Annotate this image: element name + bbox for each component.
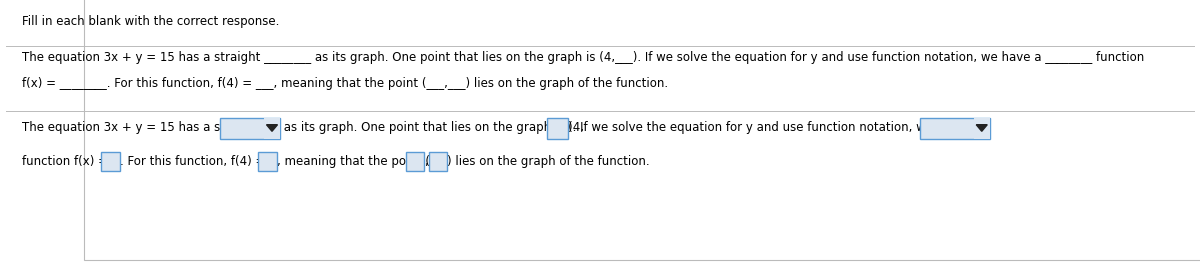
Text: ,: ,: [424, 154, 427, 167]
Polygon shape: [266, 125, 277, 131]
Text: The equation 3x + y = 15 has a straight ________ as its graph. One point that li: The equation 3x + y = 15 has a straight …: [22, 51, 1145, 64]
Text: f(x) = ________. For this function, f(4) = ___, meaning that the point (___,___): f(x) = ________. For this function, f(4)…: [22, 78, 668, 91]
FancyBboxPatch shape: [258, 151, 277, 170]
Polygon shape: [977, 125, 988, 131]
FancyBboxPatch shape: [428, 151, 448, 170]
Text: The equation 3x + y = 15 has a straight: The equation 3x + y = 15 has a straight: [22, 121, 264, 134]
Text: ). If we solve the equation for y and use function notation, we have a: ). If we solve the equation for y and us…: [569, 121, 980, 134]
FancyBboxPatch shape: [919, 118, 990, 138]
FancyBboxPatch shape: [264, 118, 280, 138]
FancyBboxPatch shape: [547, 118, 569, 138]
Text: , meaning that the point (: , meaning that the point (: [277, 154, 430, 167]
FancyBboxPatch shape: [973, 118, 990, 138]
Text: as its graph. One point that lies on the graph is (4,: as its graph. One point that lies on the…: [280, 121, 584, 134]
FancyBboxPatch shape: [406, 151, 424, 170]
Text: . For this function, f(4) =: . For this function, f(4) =: [120, 154, 269, 167]
FancyBboxPatch shape: [220, 118, 280, 138]
FancyBboxPatch shape: [101, 151, 120, 170]
Text: function f(x) =: function f(x) =: [22, 154, 112, 167]
Text: Fill in each blank with the correct response.: Fill in each blank with the correct resp…: [22, 15, 280, 27]
Text: ) lies on the graph of the function.: ) lies on the graph of the function.: [448, 154, 650, 167]
